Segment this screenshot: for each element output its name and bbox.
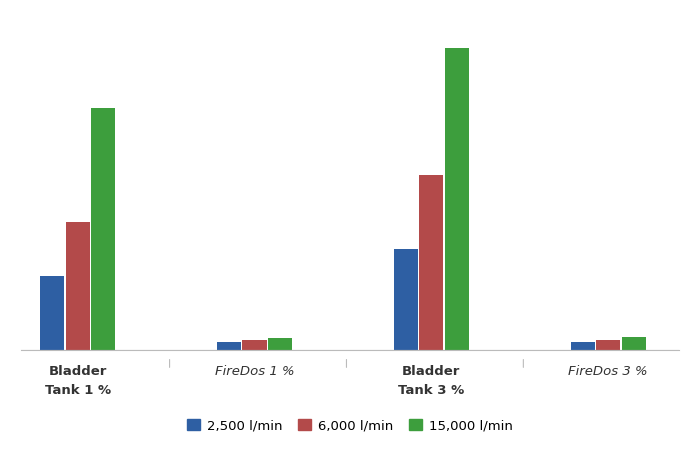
Text: Bladder: Bladder [402,365,461,378]
Bar [217,342,241,350]
Bar [622,337,646,350]
Text: Tank 3 %: Tank 3 % [398,384,465,396]
Bar [596,340,620,350]
Bar [242,340,267,350]
Bar [394,249,418,350]
Bar [91,108,116,350]
Text: Tank 1 %: Tank 1 % [45,384,111,396]
Text: FireDos 1 %: FireDos 1 % [215,365,294,378]
Bar [419,175,444,350]
Bar [268,338,292,350]
Legend: 2,500 l/min, 6,000 l/min, 15,000 l/min: 2,500 l/min, 6,000 l/min, 15,000 l/min [182,414,518,438]
Text: Bladder: Bladder [48,365,107,378]
Bar [40,276,64,350]
Bar [66,222,90,350]
Text: FireDos 3 %: FireDos 3 % [568,365,648,378]
Bar [570,342,595,350]
Bar [444,48,469,350]
